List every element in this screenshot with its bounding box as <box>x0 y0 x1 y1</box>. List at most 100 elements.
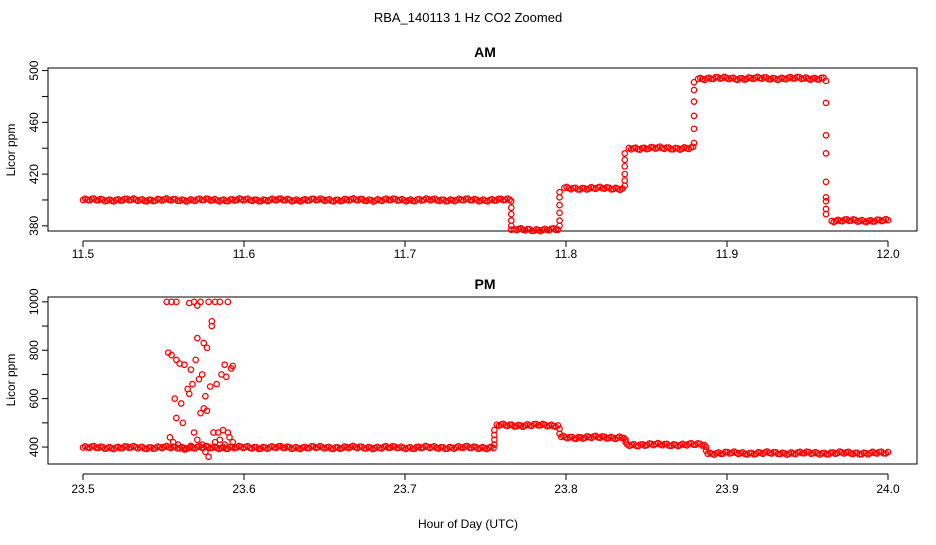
data-point <box>200 339 208 347</box>
data-point <box>466 196 474 204</box>
data-point <box>554 422 562 429</box>
panel-pm: PM 23.5 23.6 23.7 23.8 23.9 24.0 400 600 800 1000… <box>4 276 918 496</box>
y-tick-label: 460 <box>27 112 41 132</box>
data-point <box>221 441 229 448</box>
y-tick-label: 1000 <box>27 288 41 315</box>
x-tick-label: 11.9 <box>716 247 739 261</box>
data-point <box>205 453 212 461</box>
data-point <box>145 444 153 451</box>
data-point <box>621 162 629 170</box>
data-point <box>190 298 198 306</box>
data-point <box>173 414 180 422</box>
data-point <box>92 196 100 204</box>
panel-am: AM 11.5 11.6 11.7 11.8 11.9 12.0380420460500 … <box>4 44 918 261</box>
data-point <box>507 226 515 234</box>
data-point <box>213 380 220 388</box>
data-point <box>827 449 835 456</box>
data-point <box>556 188 563 196</box>
data-point <box>822 150 830 157</box>
data-point <box>556 201 563 209</box>
data-point <box>702 447 710 455</box>
data-point <box>173 356 180 364</box>
data-point <box>702 443 710 451</box>
data-point <box>198 441 206 448</box>
data-point <box>222 373 230 381</box>
y-tick-label: 380 <box>27 215 41 235</box>
data-point <box>203 407 211 415</box>
panel-am-ylabel: Licor ppm <box>4 124 18 177</box>
data-point <box>203 344 211 352</box>
data-point <box>216 298 224 306</box>
x-tick-label: 24.0 <box>876 482 900 496</box>
data-point <box>193 436 201 444</box>
data-point <box>192 356 200 364</box>
x-tick-label: 11.7 <box>394 247 417 261</box>
data-point <box>490 444 497 452</box>
data-point <box>226 434 233 441</box>
x-tick-label: 23.8 <box>554 482 578 496</box>
data-point <box>185 390 193 398</box>
data-point <box>570 435 578 442</box>
data-point <box>332 444 339 451</box>
data-point <box>667 145 675 153</box>
data-point <box>227 196 234 203</box>
data-point <box>166 434 174 441</box>
panel-pm-title: PM <box>475 276 496 292</box>
data-point <box>197 298 204 306</box>
data-point <box>173 298 180 306</box>
data-point <box>880 449 887 457</box>
data-point <box>189 380 196 388</box>
data-point <box>621 170 629 178</box>
y-tick-label: 800 <box>27 340 41 360</box>
data-point <box>174 197 181 205</box>
data-point <box>690 139 698 147</box>
panel-am-axes: 11.5 11.6 11.7 11.8 11.9 12.0 380 420 460 500 <box>27 60 900 261</box>
data-point <box>202 448 209 456</box>
data-point <box>822 210 830 218</box>
data-point <box>216 436 224 444</box>
data-point <box>690 98 698 105</box>
data-point <box>845 217 853 225</box>
data-point <box>507 217 515 224</box>
data-point <box>221 361 229 369</box>
data-point <box>884 448 892 456</box>
panel-pm-points <box>79 298 892 461</box>
data-point <box>621 177 629 184</box>
data-point <box>171 395 179 402</box>
data-point <box>187 366 195 373</box>
data-point <box>193 334 201 342</box>
figure-title: RBA_140113 1 Hz CO2 Zoomed <box>374 10 562 25</box>
data-point <box>822 194 830 201</box>
data-point <box>620 434 628 442</box>
data-point <box>822 131 830 139</box>
data-point <box>507 197 515 205</box>
data-point <box>765 75 772 83</box>
data-point <box>361 197 368 205</box>
data-point <box>822 197 830 205</box>
x-tick-label: 11.6 <box>233 247 256 261</box>
data-point <box>556 217 563 224</box>
data-point <box>145 196 153 204</box>
data-point <box>621 156 629 164</box>
data-point <box>92 444 100 452</box>
data-point <box>202 392 209 400</box>
data-point <box>665 442 673 450</box>
panel-pm-axes: 23.5 23.6 23.7 23.8 23.9 24.0 400 600 800 1000 <box>27 288 900 496</box>
data-point <box>818 74 825 82</box>
data-point <box>884 216 892 224</box>
x-tick-label: 23.7 <box>393 482 417 496</box>
data-point <box>168 351 175 359</box>
data-point <box>466 444 473 452</box>
x-tick-label: 23.9 <box>715 482 739 496</box>
data-point <box>208 317 216 325</box>
data-point <box>205 298 212 306</box>
panel-am-title: AM <box>474 44 496 60</box>
data-point <box>413 443 421 451</box>
data-point <box>224 298 232 306</box>
y-tick-label: 400 <box>27 437 41 457</box>
data-point <box>174 445 181 452</box>
data-point <box>360 445 368 452</box>
data-point <box>206 383 214 390</box>
data-point <box>181 446 188 453</box>
data-point <box>507 210 515 218</box>
